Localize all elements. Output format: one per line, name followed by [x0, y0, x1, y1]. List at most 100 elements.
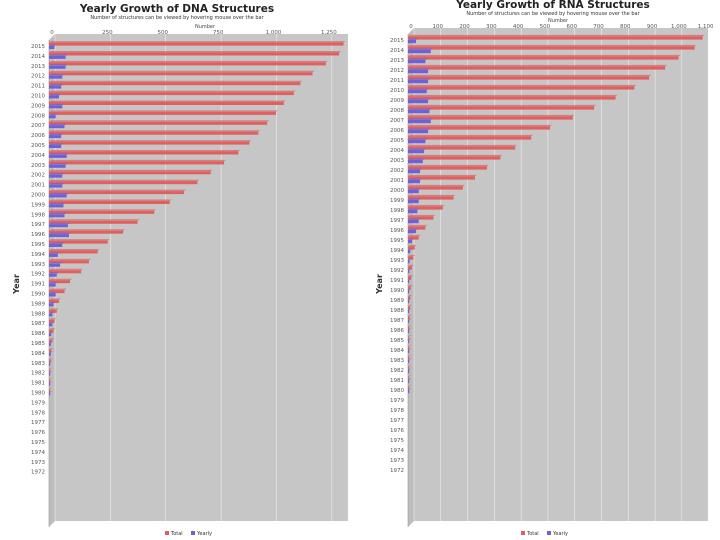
dna-bar-total-2013[interactable] — [49, 62, 326, 66]
rna-bar-total-1996[interactable] — [408, 226, 426, 230]
rna-bar-total-1997[interactable] — [408, 216, 434, 220]
dna-bar-yearly-2002[interactable] — [49, 174, 63, 178]
rna-bar-yearly-2011[interactable] — [408, 80, 429, 84]
dna-bar-total-2012[interactable] — [49, 72, 313, 76]
rna-bar-yearly-2013[interactable] — [408, 60, 426, 64]
dna-bar-total-1981[interactable] — [49, 379, 51, 383]
dna-bar-total-1997[interactable] — [49, 220, 138, 224]
dna-bar-yearly-2012[interactable] — [49, 75, 63, 79]
dna-bar-total-2003[interactable] — [49, 161, 224, 165]
rna-bar-total-1984[interactable] — [408, 346, 410, 350]
rna-bar-total-1998[interactable] — [408, 206, 443, 210]
dna-bar-total-1990[interactable] — [49, 290, 65, 294]
dna-bar-yearly-2004[interactable] — [49, 154, 67, 158]
rna-bar-total-1992[interactable] — [408, 266, 413, 270]
dna-bar-yearly-2011[interactable] — [49, 85, 62, 89]
rna-bar-total-1983[interactable] — [408, 356, 410, 360]
dna-bar-total-1983[interactable] — [49, 359, 51, 363]
dna-bar-total-2004[interactable] — [49, 151, 239, 155]
rna-bar-yearly-1989[interactable] — [408, 300, 410, 304]
rna-bar-total-2001[interactable] — [408, 176, 475, 180]
rna-bar-total-2003[interactable] — [408, 156, 501, 160]
dna-bar-total-1993[interactable] — [49, 260, 89, 264]
dna-bar-total-1982[interactable] — [49, 369, 51, 373]
rna-bar-yearly-1988[interactable] — [408, 310, 410, 314]
rna-bar-yearly-2000[interactable] — [408, 190, 419, 194]
dna-bar-total-1991[interactable] — [49, 280, 71, 284]
rna-bar-total-2004[interactable] — [408, 146, 516, 150]
dna-bar-yearly-1994[interactable] — [49, 253, 58, 257]
dna-bar-yearly-1986[interactable] — [49, 333, 52, 337]
dna-bar-yearly-1981[interactable] — [49, 382, 51, 386]
dna-bar-total-1999[interactable] — [49, 201, 170, 204]
dna-bar-total-2002[interactable] — [49, 171, 211, 175]
rna-bar-total-1995[interactable] — [408, 236, 419, 240]
dna-bar-total-1988[interactable] — [49, 309, 57, 313]
dna-bar-yearly-2010[interactable] — [49, 95, 59, 99]
rna-bar-total-1985[interactable] — [408, 336, 410, 340]
rna-bar-total-1999[interactable] — [408, 196, 454, 200]
rna-bar-total-1986[interactable] — [408, 326, 410, 330]
rna-bar-yearly-2014[interactable] — [408, 50, 431, 54]
rna-bar-yearly-2004[interactable] — [408, 150, 425, 154]
rna-bar-total-2006[interactable] — [408, 126, 550, 130]
dna-bar-yearly-1984[interactable] — [49, 352, 51, 356]
dna-bar-yearly-2015[interactable] — [49, 46, 55, 49]
dna-bar-yearly-1985[interactable] — [49, 343, 51, 346]
dna-bar-yearly-2006[interactable] — [49, 135, 62, 139]
rna-bar-yearly-1983[interactable] — [408, 360, 410, 364]
rna-bar-yearly-2012[interactable] — [408, 70, 429, 74]
dna-bar-total-2015[interactable] — [49, 42, 344, 46]
dna-bar-total-2009[interactable] — [49, 102, 284, 105]
rna-bar-yearly-2007[interactable] — [408, 120, 431, 124]
dna-bar-yearly-2005[interactable] — [49, 145, 62, 148]
rna-bar-yearly-2002[interactable] — [408, 170, 421, 174]
rna-bar-yearly-1991[interactable] — [408, 280, 410, 284]
dna-bar-total-2005[interactable] — [49, 141, 250, 145]
rna-bar-total-1994[interactable] — [408, 246, 415, 250]
rna-bar-total-2000[interactable] — [408, 186, 463, 190]
rna-bar-yearly-1997[interactable] — [408, 220, 419, 224]
dna-bar-total-1980[interactable] — [49, 389, 51, 393]
rna-bar-total-2009[interactable] — [408, 96, 616, 100]
rna-bar-yearly-1987[interactable] — [408, 320, 410, 324]
rna-bar-total-1980[interactable] — [408, 386, 410, 390]
dna-bar-yearly-1987[interactable] — [49, 323, 53, 327]
rna-bar-yearly-1984[interactable] — [408, 350, 410, 354]
rna-bar-total-2012[interactable] — [408, 66, 666, 70]
dna-bar-yearly-2003[interactable] — [49, 164, 66, 168]
dna-bar-total-1998[interactable] — [49, 210, 155, 214]
dna-bar-total-1986[interactable] — [49, 329, 54, 333]
rna-bar-total-1993[interactable] — [408, 256, 414, 260]
dna-bar-total-1989[interactable] — [49, 300, 59, 303]
dna-bar-total-1992[interactable] — [49, 270, 82, 274]
dna-bar-total-2008[interactable] — [49, 111, 277, 115]
rna-bar-yearly-1981[interactable] — [408, 380, 410, 384]
rna-bar-total-1989[interactable] — [408, 296, 411, 300]
rna-bar-total-1990[interactable] — [408, 286, 411, 290]
rna-bar-yearly-2003[interactable] — [408, 160, 423, 164]
dna-bar-yearly-1999[interactable] — [49, 204, 64, 208]
rna-bar-yearly-1990[interactable] — [408, 290, 410, 294]
rna-bar-total-1982[interactable] — [408, 366, 410, 370]
rna-bar-yearly-2015[interactable] — [408, 40, 417, 44]
dna-bar-total-1995[interactable] — [49, 240, 108, 244]
rna-bar-yearly-1982[interactable] — [408, 370, 410, 374]
dna-bar-total-1987[interactable] — [49, 319, 55, 323]
rna-bar-total-1981[interactable] — [408, 376, 410, 380]
dna-bar-yearly-1992[interactable] — [49, 273, 57, 277]
dna-bar-yearly-2008[interactable] — [49, 115, 56, 119]
dna-bar-yearly-1996[interactable] — [49, 234, 69, 238]
rna-bar-total-2014[interactable] — [408, 46, 695, 50]
dna-bar-yearly-1990[interactable] — [49, 293, 56, 297]
dna-bar-yearly-1995[interactable] — [49, 244, 63, 247]
dna-bar-yearly-1983[interactable] — [49, 362, 51, 366]
rna-bar-yearly-1996[interactable] — [408, 230, 417, 234]
dna-bar-yearly-1989[interactable] — [49, 303, 54, 307]
rna-bar-total-2002[interactable] — [408, 166, 488, 170]
rna-bar-yearly-1980[interactable] — [408, 390, 410, 394]
dna-bar-yearly-2007[interactable] — [49, 125, 65, 129]
rna-bar-total-2005[interactable] — [408, 136, 532, 140]
rna-bar-yearly-1995[interactable] — [408, 240, 413, 244]
dna-bar-yearly-2001[interactable] — [49, 184, 63, 188]
